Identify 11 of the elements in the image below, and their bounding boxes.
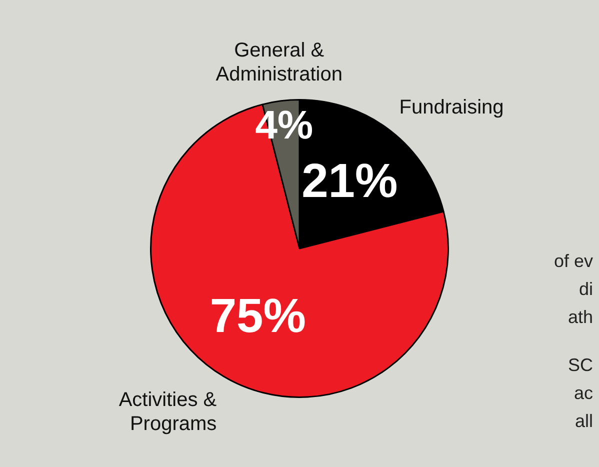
text: ac (574, 382, 593, 403)
text: SC (568, 354, 593, 375)
text: di (578, 278, 593, 299)
slice-label: General & Administration (216, 40, 342, 86)
data-label: 21% (302, 155, 398, 208)
text: all (574, 410, 593, 431)
text: of ev (554, 250, 593, 271)
slice-label: Activities & Programs (118, 389, 218, 436)
data-label: 75% (210, 290, 306, 344)
text: ath (568, 306, 593, 327)
slice-label: Fundraising (399, 96, 504, 118)
